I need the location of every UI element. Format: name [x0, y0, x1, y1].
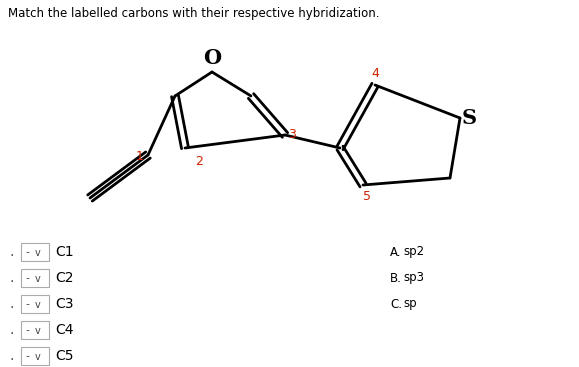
Text: 3: 3: [288, 128, 296, 141]
Text: v: v: [35, 352, 41, 362]
Text: 2: 2: [195, 155, 203, 168]
Text: Match the labelled carbons with their respective hybridization.: Match the labelled carbons with their re…: [8, 7, 379, 20]
Text: C2: C2: [55, 271, 74, 285]
Text: O: O: [203, 48, 221, 68]
Text: .: .: [10, 297, 14, 311]
Text: -: -: [25, 299, 29, 309]
Text: .: .: [10, 245, 14, 259]
Text: A.: A.: [390, 246, 401, 258]
Text: -: -: [25, 351, 29, 361]
Text: sp2: sp2: [403, 246, 424, 258]
Text: v: v: [35, 300, 41, 310]
Text: 1: 1: [136, 150, 144, 163]
Text: C3: C3: [55, 297, 74, 311]
Text: -: -: [25, 247, 29, 257]
Text: sp3: sp3: [403, 272, 424, 284]
Text: 5: 5: [363, 190, 371, 203]
Text: sp: sp: [403, 298, 417, 310]
FancyBboxPatch shape: [21, 321, 49, 339]
Text: -: -: [25, 325, 29, 335]
Text: C4: C4: [55, 323, 74, 337]
Text: v: v: [35, 326, 41, 336]
FancyBboxPatch shape: [21, 347, 49, 365]
FancyBboxPatch shape: [21, 243, 49, 261]
Text: 4: 4: [371, 67, 379, 80]
Text: C5: C5: [55, 349, 74, 363]
Text: v: v: [35, 248, 41, 258]
Text: S: S: [462, 108, 477, 128]
Text: -: -: [25, 273, 29, 283]
Text: .: .: [10, 323, 14, 337]
FancyBboxPatch shape: [21, 295, 49, 313]
Text: B.: B.: [390, 272, 402, 284]
Text: C.: C.: [390, 298, 402, 310]
Text: .: .: [10, 271, 14, 285]
Text: C1: C1: [55, 245, 74, 259]
FancyBboxPatch shape: [21, 269, 49, 287]
Text: v: v: [35, 274, 41, 284]
Text: .: .: [10, 349, 14, 363]
